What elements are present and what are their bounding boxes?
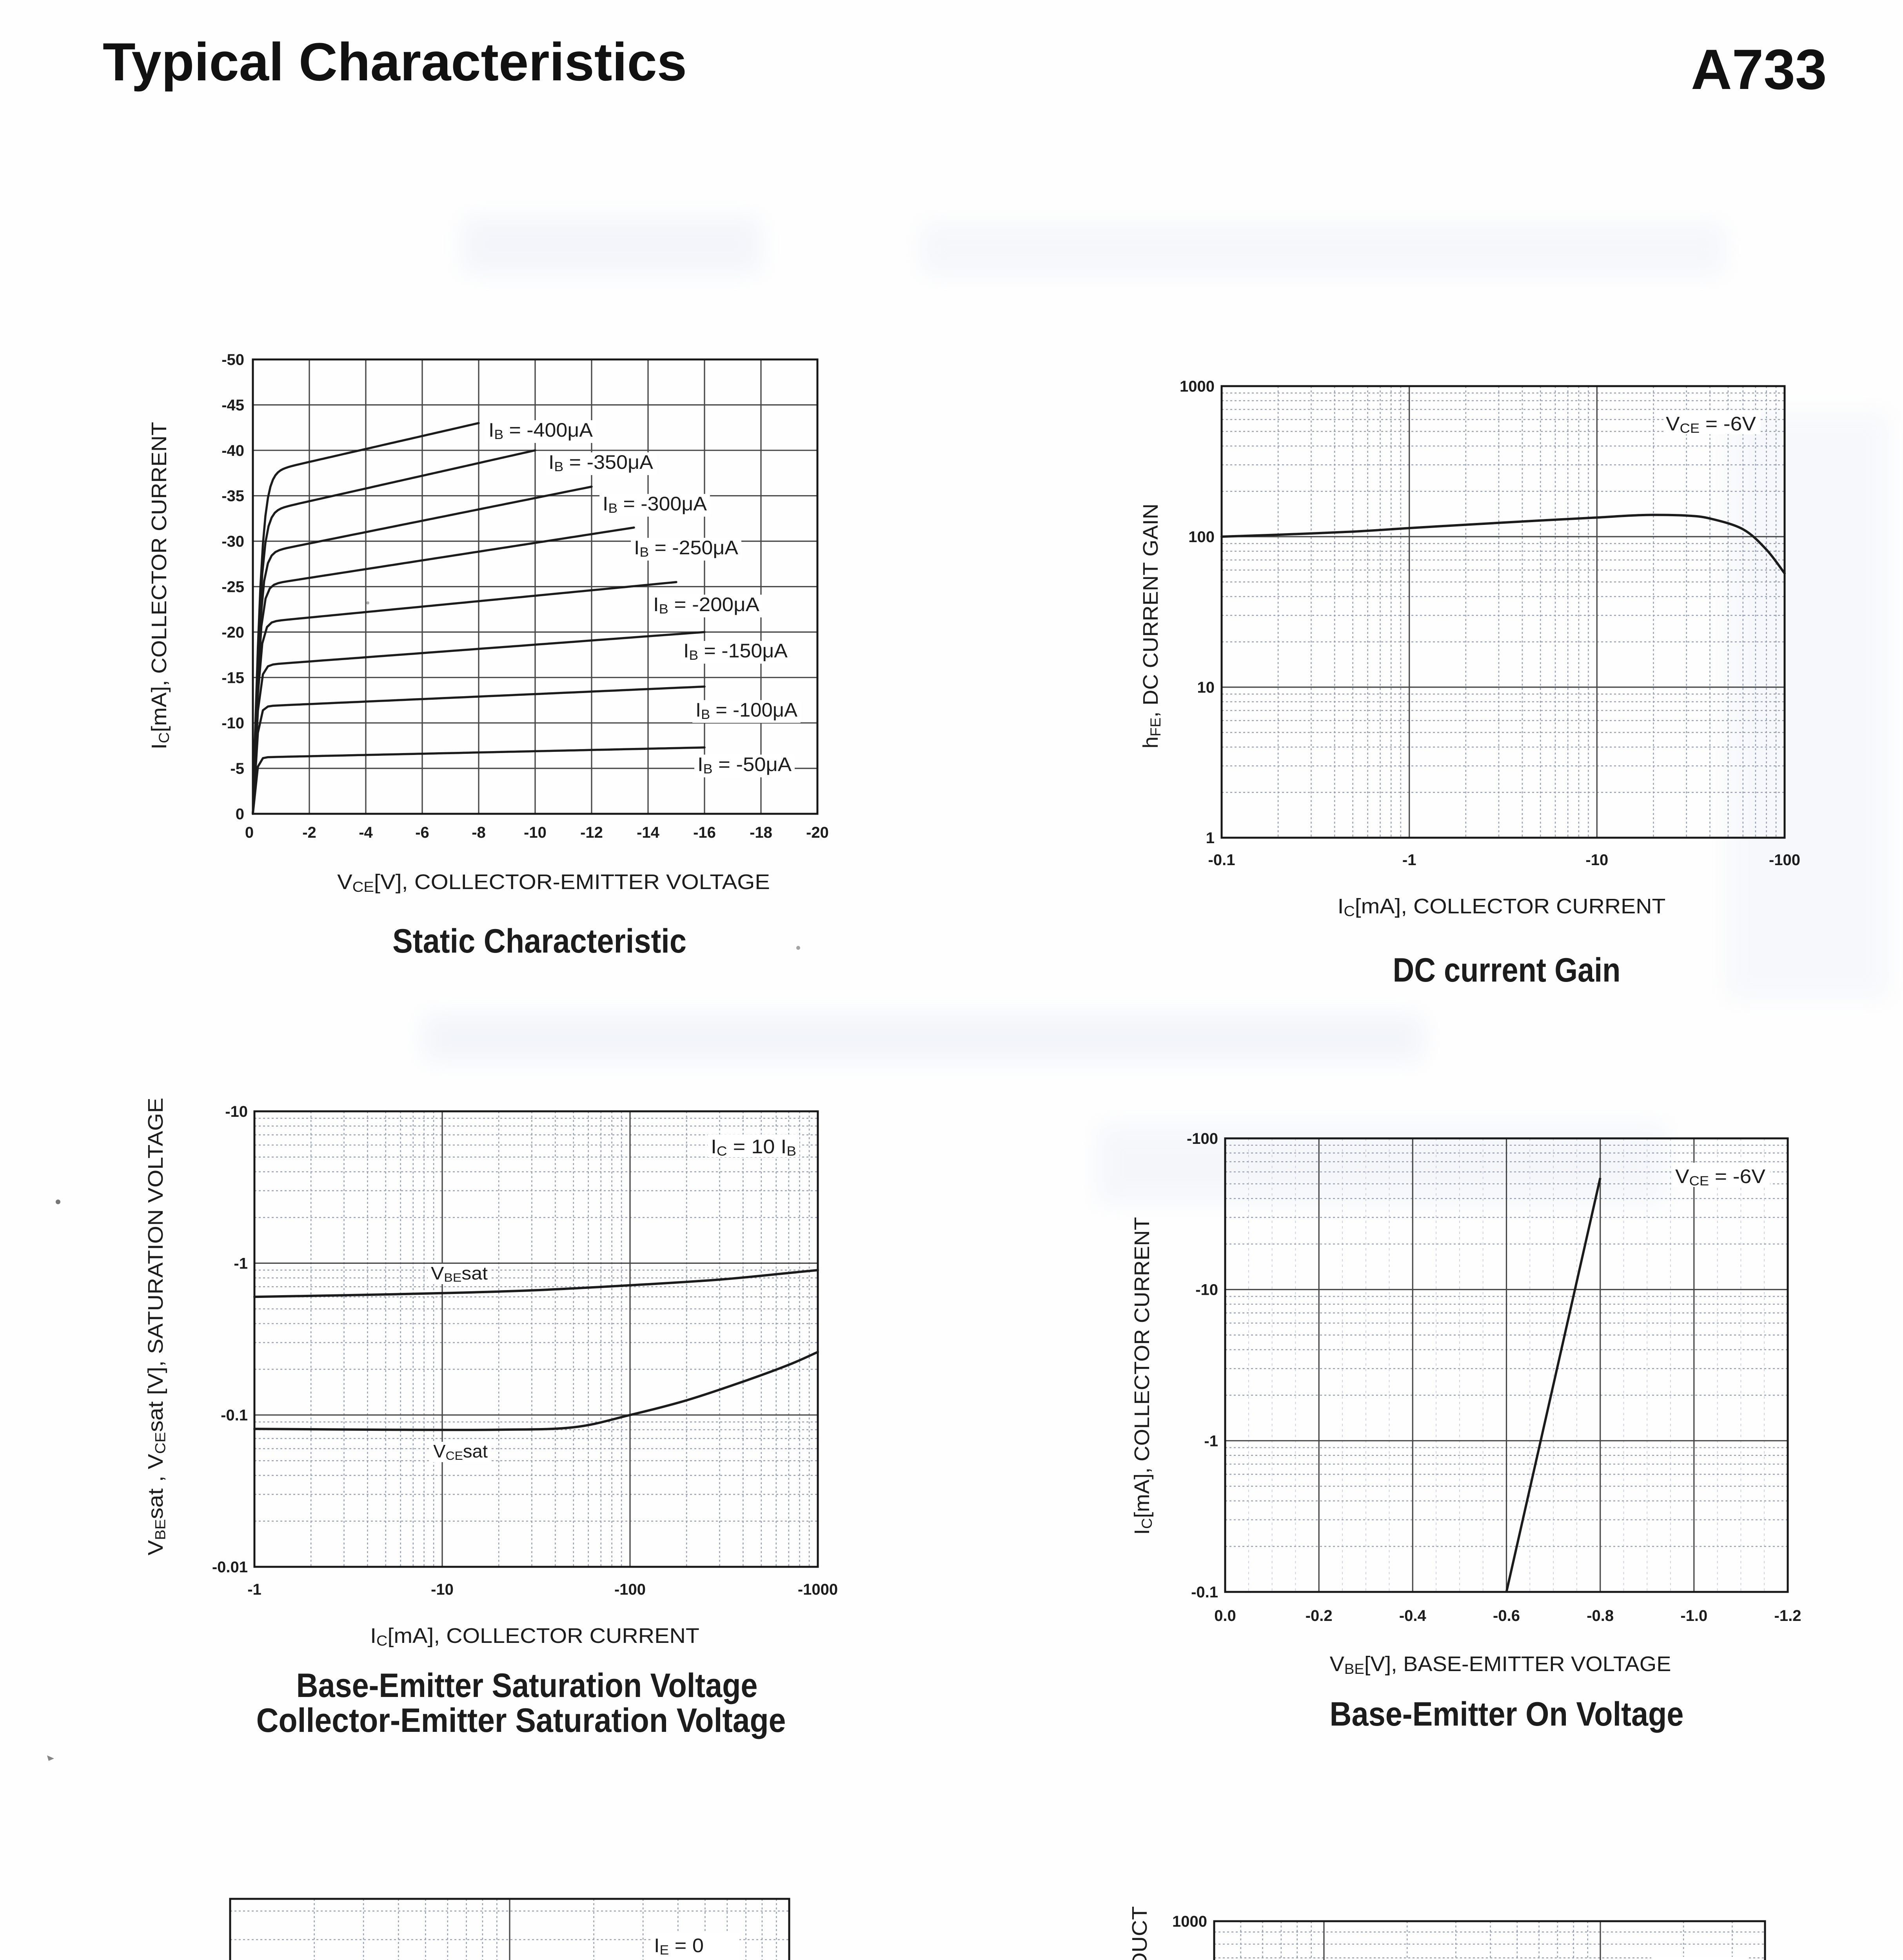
svg-text:-1.2: -1.2 (1774, 1607, 1801, 1624)
svg-text:-0.01: -0.01 (212, 1559, 248, 1576)
svg-text:-100: -100 (614, 1581, 646, 1598)
svg-text:-100: -100 (1769, 851, 1800, 869)
svg-text:IB = -300μA: IB = -300μA (603, 493, 707, 516)
svg-text:VCE = -6V: VCE = -6V (1675, 1165, 1765, 1189)
svg-text:-5: -5 (230, 760, 244, 777)
svg-text:-10: -10 (1585, 851, 1608, 869)
svg-text:-1.0: -1.0 (1680, 1607, 1707, 1624)
svg-text:0: 0 (236, 806, 244, 823)
svg-text:VCE = -6V: VCE = -6V (1666, 413, 1756, 436)
svg-text:100: 100 (1188, 528, 1215, 546)
svg-text:Static Characteristic: Static Characteristic (392, 922, 686, 960)
svg-text:-4: -4 (359, 824, 373, 841)
svg-text:hFE, DC CURRENT GAIN: hFE, DC CURRENT GAIN (1139, 504, 1164, 749)
svg-text:-0.4: -0.4 (1399, 1607, 1427, 1624)
svg-text:-1: -1 (1402, 851, 1416, 869)
svg-text:IE = 0: IE = 0 (654, 1935, 704, 1958)
svg-text:VCEsat: VCEsat (433, 1441, 488, 1463)
svg-text:-0.6: -0.6 (1493, 1607, 1520, 1624)
svg-text:-50: -50 (222, 351, 244, 368)
svg-text:Base-Emitter Saturation Voltag: Base-Emitter Saturation Voltage (296, 1667, 758, 1704)
svg-text:0: 0 (245, 824, 254, 841)
svg-text:-8: -8 (472, 824, 486, 841)
svg-text:VCE[V], COLLECTOR-EMITTER VOLT: VCE[V], COLLECTOR-EMITTER VOLTAGE (337, 870, 770, 895)
svg-text:-10: -10 (225, 1103, 248, 1120)
svg-text:-1: -1 (247, 1581, 261, 1598)
svg-text:IB = -100μA: IB = -100μA (695, 699, 797, 722)
svg-text:-25: -25 (222, 579, 244, 596)
svg-text:IC[mA], COLLECTOR CURRENT: IC[mA], COLLECTOR CURRENT (1130, 1217, 1155, 1535)
svg-text:VBE[V], BASE-EMITTER VOLTAGE: VBE[V], BASE-EMITTER VOLTAGE (1330, 1652, 1671, 1677)
svg-text:-45: -45 (222, 397, 244, 414)
svg-text:-100: -100 (1187, 1130, 1218, 1147)
svg-text:IC = 10 IB: IC = 10 IB (711, 1136, 796, 1159)
svg-text:-0.1: -0.1 (221, 1407, 248, 1424)
svg-text:-30: -30 (222, 533, 244, 550)
svg-text:Base-Emitter On Voltage: Base-Emitter On Voltage (1330, 1695, 1684, 1733)
svg-text:IB = -50μA: IB = -50μA (697, 753, 792, 777)
svg-text:A733: A733 (1691, 38, 1827, 101)
svg-text:IB = -250μA: IB = -250μA (634, 537, 738, 560)
svg-text:-2: -2 (302, 824, 316, 841)
svg-text:-40: -40 (222, 442, 244, 459)
svg-text:-10: -10 (524, 824, 547, 841)
svg-text:-20: -20 (222, 624, 244, 641)
svg-text:VBEsat , VCEsat [V], SATURATIO: VBEsat , VCEsat [V], SATURATION VOLTAGE (143, 1098, 169, 1555)
svg-text:1000: 1000 (1172, 1913, 1207, 1930)
svg-text:-20: -20 (806, 824, 829, 841)
svg-text:-1: -1 (1204, 1432, 1218, 1450)
svg-text:-10: -10 (1195, 1281, 1218, 1299)
svg-text:-35: -35 (222, 488, 244, 505)
svg-text:-15: -15 (222, 669, 244, 686)
svg-text:VBEsat: VBEsat (431, 1264, 488, 1284)
svg-text:0.0: 0.0 (1214, 1607, 1236, 1624)
svg-text:-1000: -1000 (798, 1581, 838, 1598)
svg-text:-10: -10 (431, 1581, 454, 1598)
svg-text:-16: -16 (693, 824, 716, 841)
svg-text:Typical Characteristics: Typical Characteristics (103, 32, 687, 92)
svg-text:IB = -150μA: IB = -150μA (683, 640, 788, 663)
svg-text:-10: -10 (222, 715, 244, 732)
svg-text:1: 1 (1206, 829, 1215, 847)
svg-text:Collector-Emitter Saturation V: Collector-Emitter Saturation Voltage (256, 1702, 786, 1739)
svg-text:-0.2: -0.2 (1306, 1607, 1333, 1624)
svg-text:-18: -18 (750, 824, 772, 841)
svg-text:IC[mA], COLLECTOR CURRENT: IC[mA], COLLECTOR CURRENT (370, 1624, 699, 1649)
svg-text:fT[MHz], CURRENT GAIN-BANDWIDT: fT[MHz], CURRENT GAIN-BANDWIDTH PRODUCT (1128, 1906, 1153, 1960)
svg-text:IC[mA], COLLECTOR CURRENT: IC[mA], COLLECTOR CURRENT (1338, 894, 1666, 919)
svg-text:-14: -14 (637, 824, 660, 841)
svg-text:IC[mA], COLLECTOR CURRENT: IC[mA], COLLECTOR CURRENT (147, 422, 172, 750)
svg-text:IB = -400μA: IB = -400μA (488, 419, 593, 442)
svg-text:-0.1: -0.1 (1208, 851, 1235, 869)
svg-text:-0.1: -0.1 (1191, 1584, 1218, 1601)
svg-text:-6: -6 (415, 824, 429, 841)
svg-text:IB = -200μA: IB = -200μA (653, 593, 760, 617)
svg-text:IB = -350μA: IB = -350μA (548, 451, 653, 474)
svg-text:-12: -12 (580, 824, 603, 841)
svg-text:DC current Gain: DC current Gain (1393, 952, 1621, 989)
svg-text:1000: 1000 (1180, 378, 1215, 395)
svg-text:-1: -1 (234, 1255, 248, 1272)
svg-text:10: 10 (1197, 679, 1215, 696)
svg-text:-0.8: -0.8 (1587, 1607, 1614, 1624)
